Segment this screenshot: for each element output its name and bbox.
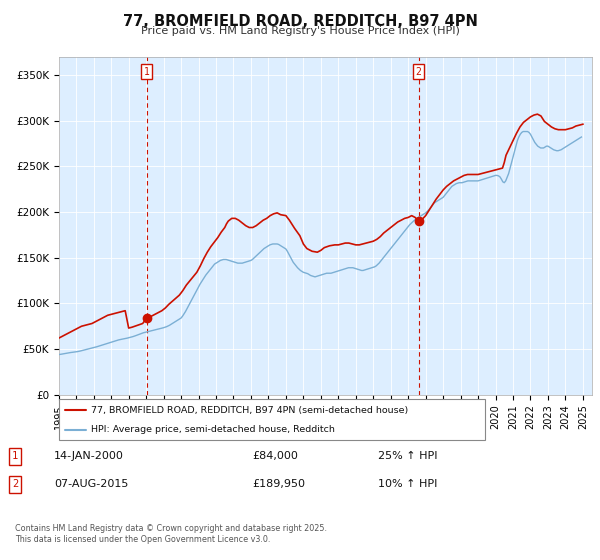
Text: 1: 1 (12, 451, 18, 461)
Text: £84,000: £84,000 (252, 451, 298, 461)
Text: 77, BROMFIELD ROAD, REDDITCH, B97 4PN (semi-detached house): 77, BROMFIELD ROAD, REDDITCH, B97 4PN (s… (91, 405, 408, 414)
Text: Contains HM Land Registry data © Crown copyright and database right 2025.
This d: Contains HM Land Registry data © Crown c… (15, 524, 327, 544)
Text: 77, BROMFIELD ROAD, REDDITCH, B97 4PN: 77, BROMFIELD ROAD, REDDITCH, B97 4PN (122, 14, 478, 29)
Text: 1: 1 (144, 67, 150, 77)
Text: £189,950: £189,950 (252, 479, 305, 489)
Text: HPI: Average price, semi-detached house, Redditch: HPI: Average price, semi-detached house,… (91, 426, 335, 435)
Text: 2: 2 (416, 67, 422, 77)
Text: Price paid vs. HM Land Registry's House Price Index (HPI): Price paid vs. HM Land Registry's House … (140, 26, 460, 36)
Text: 2: 2 (12, 479, 18, 489)
Text: 25% ↑ HPI: 25% ↑ HPI (378, 451, 437, 461)
FancyBboxPatch shape (59, 399, 485, 440)
Text: 14-JAN-2000: 14-JAN-2000 (54, 451, 124, 461)
Text: 07-AUG-2015: 07-AUG-2015 (54, 479, 128, 489)
Text: 10% ↑ HPI: 10% ↑ HPI (378, 479, 437, 489)
